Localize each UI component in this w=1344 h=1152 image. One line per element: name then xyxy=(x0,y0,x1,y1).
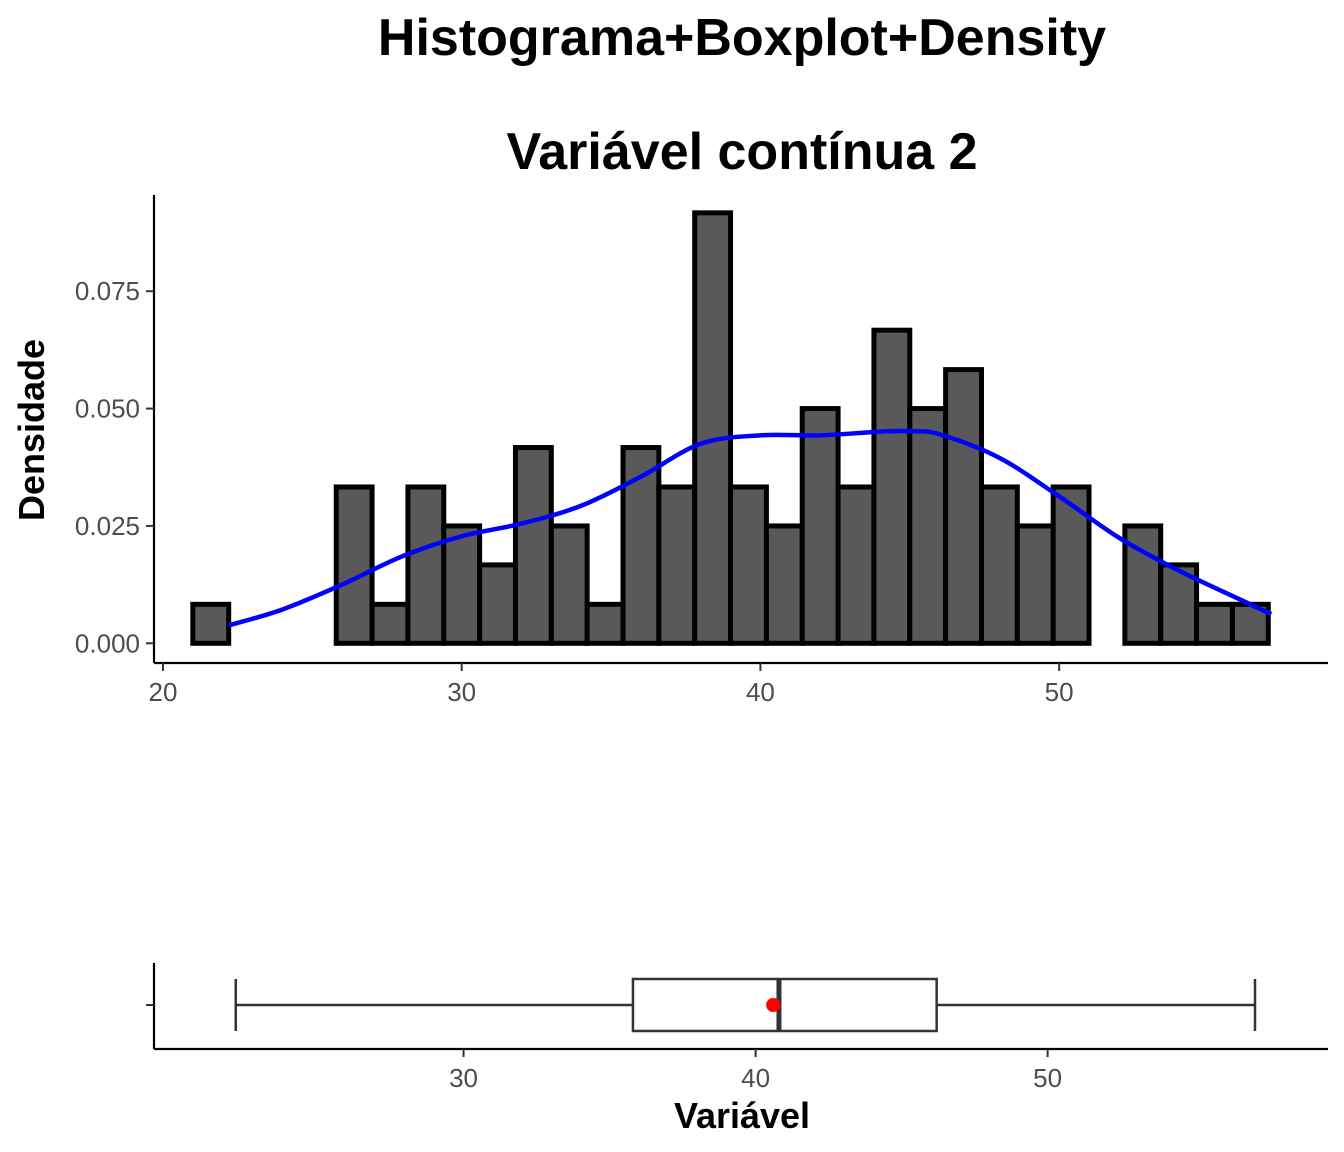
boxplot-x-tick-label: 50 xyxy=(1033,1063,1062,1093)
histogram-bar xyxy=(441,523,483,646)
x-tick-label: 40 xyxy=(746,677,775,707)
y-axis-title: Densidade xyxy=(11,339,52,521)
histogram-axes: 0.000 0.025 0.050 0.075 20 30 40 50 xyxy=(75,195,1328,707)
histogram-bar xyxy=(405,484,447,646)
histogram-bar xyxy=(835,484,877,646)
histogram-bar xyxy=(692,210,734,646)
histogram-bar xyxy=(871,327,913,646)
x-axis-title: Variável xyxy=(674,1095,810,1136)
y-tick-label: 0.000 xyxy=(75,628,140,658)
x-tick-label: 20 xyxy=(149,677,178,707)
histogram-bar xyxy=(512,445,554,646)
boxplot-box xyxy=(631,977,938,1033)
histogram-bar xyxy=(799,406,841,646)
histogram-bar xyxy=(1050,484,1092,646)
y-tick-label: 0.050 xyxy=(75,394,140,424)
chart-title: Histograma+Boxplot+Density xyxy=(377,9,1107,67)
histogram-bar xyxy=(763,523,805,646)
boxplot-mean-point xyxy=(766,998,781,1012)
y-tick-label: 0.025 xyxy=(75,511,140,541)
histogram-bar xyxy=(1194,601,1235,646)
x-tick-label: 50 xyxy=(1045,677,1074,707)
histogram-bar xyxy=(369,601,411,646)
histogram-bar xyxy=(190,601,232,646)
histogram-bar xyxy=(728,484,769,646)
histogram-bar xyxy=(656,484,698,646)
chart-subtitle: Variável contínua 2 xyxy=(506,123,978,181)
histogram-bar xyxy=(477,562,518,646)
histogram-bar xyxy=(1229,601,1271,646)
x-tick-label: 30 xyxy=(447,677,476,707)
histogram-bar xyxy=(1014,523,1056,646)
histogram-bar xyxy=(548,523,590,646)
histogram-bars xyxy=(190,210,1271,646)
boxplot-axes: 30 40 50 xyxy=(146,963,1328,1093)
boxplot-x-tick-label: 30 xyxy=(449,1063,478,1093)
boxplot-group xyxy=(234,977,1257,1033)
y-tick-label: 0.075 xyxy=(75,276,140,306)
histogram-bar xyxy=(333,484,375,646)
histogram-bar xyxy=(943,367,984,646)
histogram-bar xyxy=(1158,562,1200,646)
boxplot-x-tick-label: 40 xyxy=(741,1063,770,1093)
histogram-bar xyxy=(584,601,626,646)
density-curve xyxy=(228,428,1273,628)
histogram-bar xyxy=(620,445,662,646)
density-curve-group xyxy=(228,428,1273,628)
histogram-bar xyxy=(978,484,1020,646)
histogram-bar xyxy=(907,406,949,646)
